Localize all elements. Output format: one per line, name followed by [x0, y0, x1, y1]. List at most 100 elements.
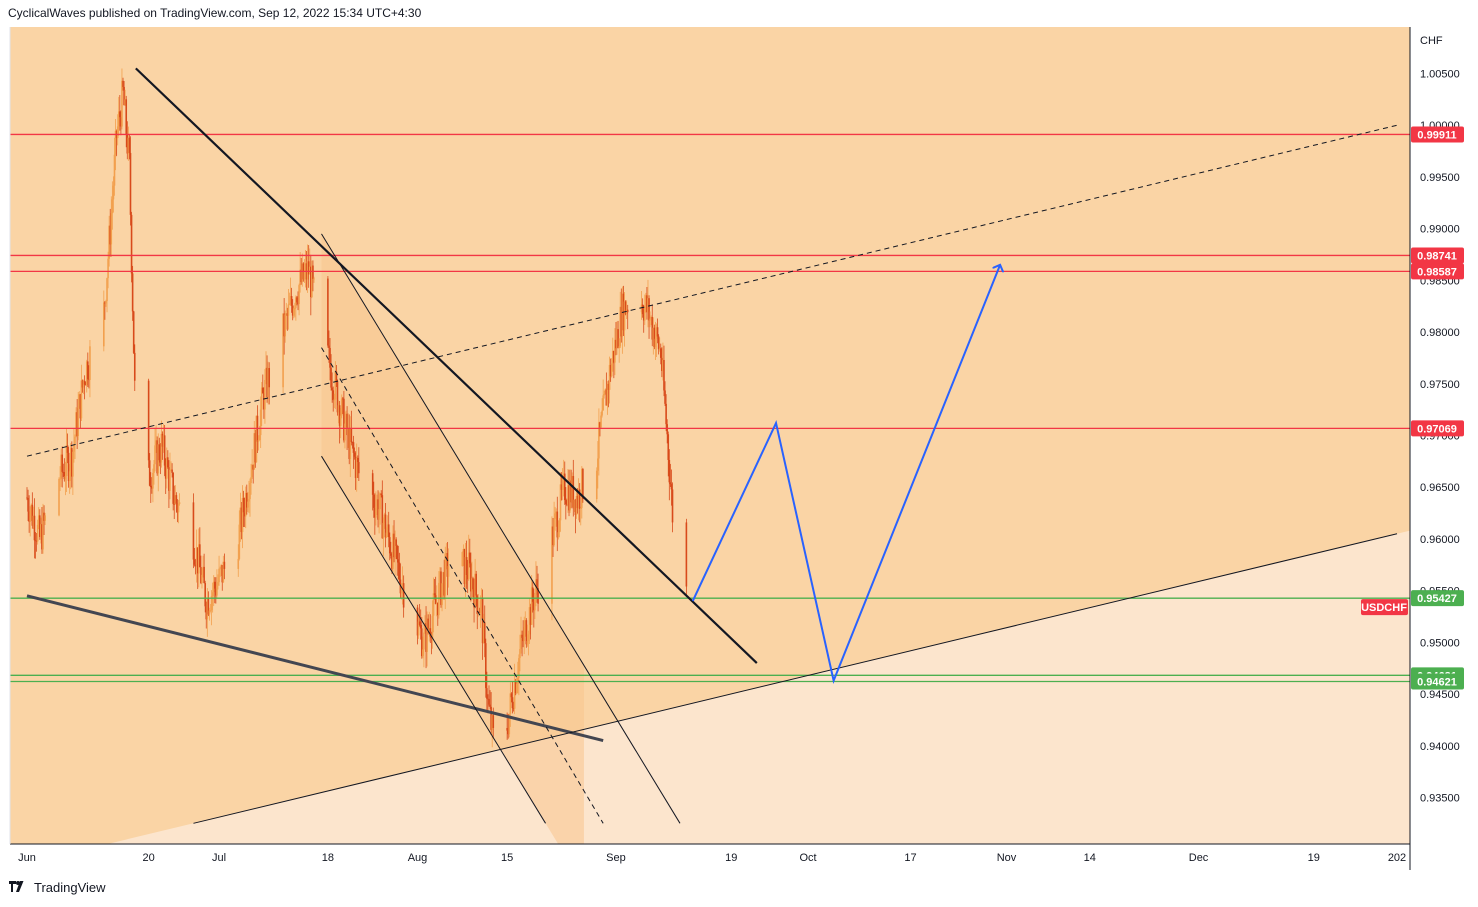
currency-label: CHF: [1420, 35, 1443, 47]
candle-body: [487, 698, 489, 700]
candle-body: [595, 470, 598, 500]
candle-body: [155, 440, 157, 446]
candle-body: [573, 499, 576, 509]
candle-body: [266, 367, 268, 398]
level-badge: [1411, 263, 1464, 280]
candle-body: [257, 440, 260, 442]
candle-body: [554, 513, 556, 519]
candle-body: [35, 540, 38, 542]
projection-path: [691, 265, 1000, 684]
candle-body: [442, 572, 444, 584]
y-tick-label: 0.99000: [1420, 224, 1460, 236]
candle-body: [346, 413, 348, 436]
candle-body: [611, 350, 614, 364]
candle-body: [520, 634, 522, 649]
candle-body: [28, 511, 30, 522]
candle-body: [434, 595, 437, 605]
candle-body: [396, 545, 399, 560]
candle-body: [111, 199, 114, 214]
candle-body: [517, 677, 519, 684]
candle-body: [221, 565, 224, 583]
candle-body: [104, 302, 106, 304]
candle-body: [519, 648, 521, 659]
candle-body: [300, 269, 303, 283]
candle-body: [263, 393, 265, 410]
candle-body: [443, 572, 445, 596]
candle-body: [420, 628, 423, 657]
candle-body: [34, 540, 37, 542]
candle-body: [71, 448, 73, 477]
candle-body: [310, 266, 312, 298]
candle-body: [605, 389, 608, 406]
candle-body: [485, 643, 487, 689]
candle-body: [398, 562, 401, 580]
candle-body: [659, 348, 662, 358]
candle-body: [252, 464, 254, 470]
candle-body: [511, 697, 514, 709]
candle-body: [651, 316, 654, 340]
candle-body: [664, 390, 666, 404]
candle-body: [604, 389, 607, 395]
candle-body: [422, 649, 424, 657]
candle-body: [120, 117, 122, 127]
candle-body: [555, 511, 558, 514]
candle-body: [169, 469, 171, 491]
candle-body: [304, 263, 307, 272]
candle-body: [568, 485, 570, 511]
candle-body: [206, 597, 209, 620]
candle-body: [551, 526, 553, 604]
candle-body: [164, 465, 167, 479]
x-tick-label: Oct: [799, 852, 816, 864]
candle-body: [471, 578, 473, 592]
x-tick-label: 14: [1084, 852, 1096, 864]
candle-body: [335, 371, 338, 382]
candle-body: [641, 304, 644, 315]
candle-body: [119, 111, 121, 118]
candle-body: [423, 632, 425, 650]
drawings[interactable]: [10, 67, 1410, 824]
candle-body: [507, 730, 510, 735]
candle-body: [468, 552, 471, 564]
candle-body: [339, 415, 342, 426]
candle-body: [345, 413, 347, 424]
candle-body: [376, 499, 378, 507]
candle-body: [219, 568, 221, 570]
candle-body: [74, 436, 76, 445]
candle-body: [384, 514, 387, 538]
candle-body: [328, 345, 330, 348]
candle-body: [526, 641, 529, 645]
candle-body: [374, 507, 376, 518]
candle-body: [603, 394, 606, 396]
candle-body: [475, 573, 477, 596]
candle-body: [671, 489, 674, 523]
candle-body: [193, 559, 196, 565]
candle-body: [527, 634, 530, 642]
candle-body: [579, 507, 582, 510]
price-badges: 0.99911 0.98741 0.98587 0.97069 0.95427 0.946…: [1361, 126, 1464, 690]
candle-body: [562, 473, 565, 479]
candle-body: [197, 544, 200, 574]
candle-body: [303, 271, 306, 280]
candle-body: [84, 384, 87, 386]
candle-body: [147, 380, 150, 461]
x-tick-label: Nov: [997, 852, 1017, 864]
y-tick-label: 0.94000: [1420, 741, 1460, 753]
candle-body: [177, 503, 180, 513]
candle-body: [614, 339, 616, 363]
candle-body: [83, 380, 86, 385]
candle-body: [342, 398, 344, 400]
candle-body: [670, 484, 673, 490]
candle-body: [419, 624, 422, 629]
candle-body: [80, 380, 83, 419]
candle-body: [402, 583, 405, 608]
candle-body: [347, 428, 349, 436]
candle-body: [79, 394, 82, 419]
candle-body: [168, 467, 170, 491]
candle-body: [262, 387, 264, 394]
candle-body: [85, 361, 88, 386]
candle-body: [557, 532, 560, 538]
candle-body: [106, 278, 108, 302]
candle-body: [378, 509, 380, 520]
candle-body: [194, 564, 197, 567]
